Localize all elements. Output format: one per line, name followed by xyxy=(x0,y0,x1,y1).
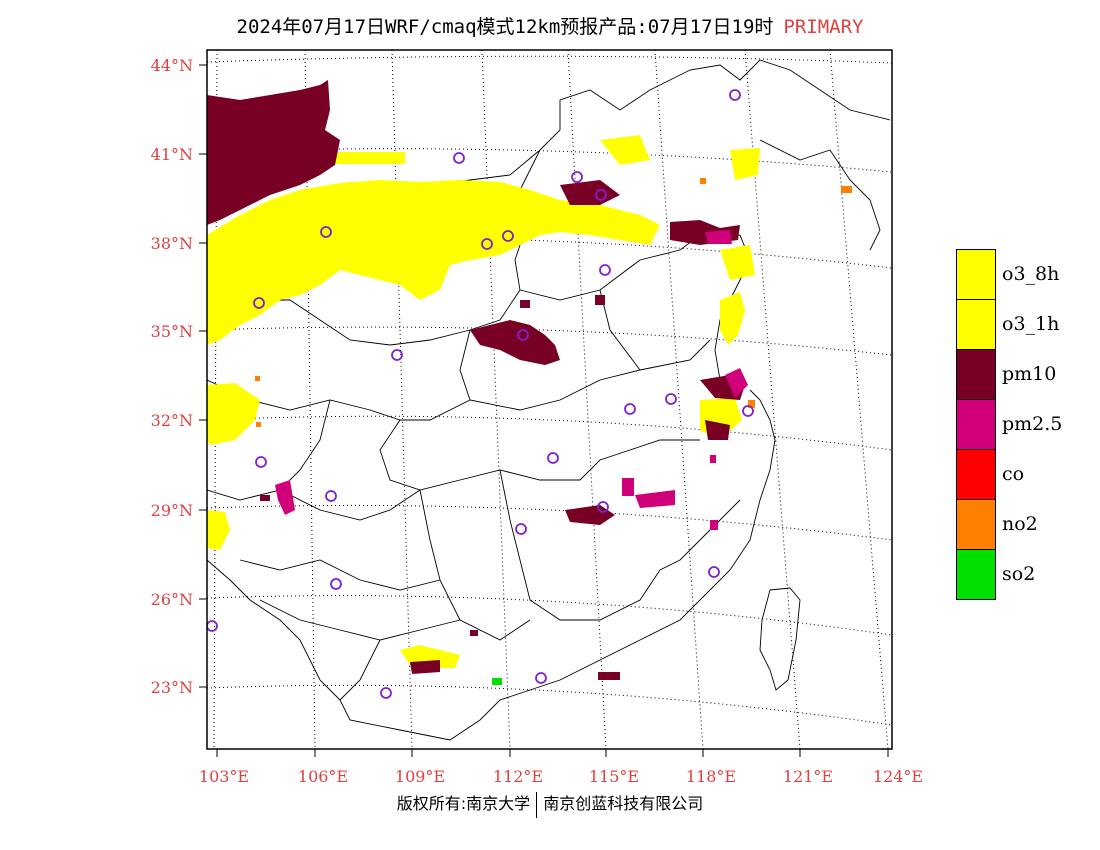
lat-label: 35°N xyxy=(151,322,193,341)
lon-label: 118°E xyxy=(686,767,736,786)
legend-label: pm10 xyxy=(1002,363,1057,385)
lon-label: 115°E xyxy=(589,767,639,786)
map-frame xyxy=(206,49,893,750)
footer-divider xyxy=(536,791,538,818)
legend-swatch xyxy=(956,549,996,600)
copyright-left: 版权所有:南京大学 xyxy=(396,794,531,813)
lat-label: 41°N xyxy=(151,145,193,164)
lat-label: 44°N xyxy=(151,56,193,75)
no2-spots xyxy=(255,178,852,427)
lon-label: 121°E xyxy=(783,767,833,786)
legend-label: no2 xyxy=(1002,513,1038,535)
so2-spots xyxy=(492,678,502,685)
legend-swatch xyxy=(956,499,996,550)
axis-ticks xyxy=(199,64,889,757)
lat-label: 23°N xyxy=(151,678,193,697)
legend-label: pm2.5 xyxy=(1002,413,1063,435)
station-markers xyxy=(207,89,754,699)
lon-label: 109°E xyxy=(395,767,445,786)
legend-label: o3_1h xyxy=(1002,313,1060,335)
lon-label: 106°E xyxy=(298,767,348,786)
legend-label: so2 xyxy=(1002,563,1036,585)
title-text: 2024年07月17日WRF/cmaq模式12km预报产品:07月17日19时 xyxy=(236,16,774,38)
lat-label: 32°N xyxy=(151,411,193,430)
legend-swatch xyxy=(956,399,996,450)
lon-label: 124°E xyxy=(873,767,923,786)
longitude-labels: 103°E 106°E 109°E 112°E 115°E 118°E 121°… xyxy=(199,767,923,786)
lat-label: 29°N xyxy=(151,501,193,520)
o3-regions xyxy=(207,135,760,668)
legend-swatch xyxy=(956,449,996,500)
copyright-right: 南京创蓝科技有限公司 xyxy=(543,794,704,813)
legend-swatch xyxy=(956,299,996,350)
lat-label: 26°N xyxy=(151,590,193,609)
lat-label: 38°N xyxy=(151,234,193,253)
map-title: 2024年07月17日WRF/cmaq模式12km预报产品:07月17日19时 P… xyxy=(0,12,1100,39)
copyright-footer: 版权所有:南京大学 南京创蓝科技有限公司 xyxy=(0,790,1100,818)
primary-tag: PRIMARY xyxy=(783,16,864,38)
lon-label: 112°E xyxy=(493,767,543,786)
legend-label: co xyxy=(1002,463,1025,485)
lon-label: 103°E xyxy=(199,767,249,786)
pm25-regions xyxy=(275,230,748,530)
map-content xyxy=(207,50,892,749)
pm10-regions xyxy=(207,80,745,680)
legend-label: o3_8h xyxy=(1002,263,1060,285)
latitude-labels: 44°N 41°N 38°N 35°N 32°N 29°N 26°N 23°N xyxy=(151,56,193,697)
legend-swatch xyxy=(956,249,996,300)
legend-swatch xyxy=(956,349,996,400)
